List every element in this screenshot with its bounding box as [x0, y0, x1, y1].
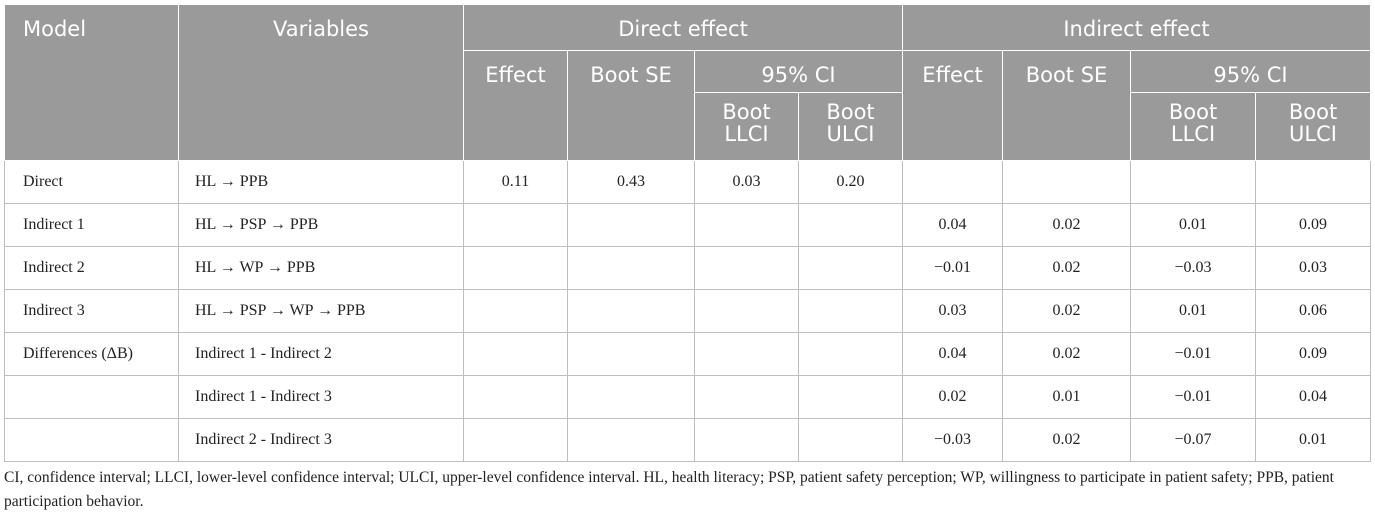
cell-model: Direct [4, 160, 179, 204]
mediation-results-table: Model Variables Direct effect Indirect e… [4, 4, 1372, 462]
table-body: Direct HL → PPB 0.11 0.43 0.03 0.20 Indi… [4, 160, 1372, 462]
header-indirect-boot-ulci: Boot ULCI [1255, 92, 1372, 161]
cell-direct-effect [463, 203, 568, 247]
header-indirect-effect: Indirect effect [902, 4, 1372, 51]
cell-indirect-boot-ulci: 0.09 [1255, 203, 1372, 247]
cell-direct-effect [463, 332, 568, 376]
cell-indirect-boot-se: 0.02 [1002, 246, 1132, 290]
table-row: Indirect 1 HL → PSP → PPB 0.04 0.02 0.01… [4, 203, 1372, 247]
cell-variables: HL → WP → PPB [178, 246, 464, 290]
cell-variables: Indirect 1 - Indirect 3 [178, 375, 464, 419]
cell-direct-boot-se [567, 203, 695, 247]
cell-direct-boot-se: 0.43 [567, 160, 695, 204]
header-direct-effect-value: Effect [463, 50, 568, 161]
header-direct-boot-ulci: Boot ULCI [797, 92, 904, 161]
cell-direct-boot-ulci [797, 246, 904, 290]
header-direct-boot-llci: Boot LLCI [694, 92, 799, 161]
cell-direct-boot-llci: 0.03 [694, 160, 799, 204]
cell-indirect-boot-se: 0.02 [1002, 289, 1132, 333]
cell-model: Indirect 2 [4, 246, 179, 290]
header-direct-boot-se: Boot SE [567, 50, 695, 161]
cell-variables: HL → PPB [178, 160, 464, 204]
cell-indirect-boot-llci: 0.01 [1130, 289, 1257, 333]
table-row: Indirect 2 - Indirect 3 −0.03 0.02 −0.07… [4, 418, 1372, 462]
cell-direct-effect [463, 246, 568, 290]
table-container: Model Variables Direct effect Indirect e… [4, 4, 1372, 514]
header-indirect-boot-llci: Boot LLCI [1130, 92, 1257, 161]
cell-model [4, 375, 179, 419]
cell-indirect-boot-llci: −0.07 [1130, 418, 1257, 462]
cell-model [4, 418, 179, 462]
cell-model: Differences (ΔB) [4, 332, 179, 376]
cell-indirect-boot-llci: 0.01 [1130, 203, 1257, 247]
cell-direct-boot-ulci: 0.20 [797, 160, 904, 204]
cell-indirect-boot-ulci: 0.01 [1255, 418, 1372, 462]
table-row: Indirect 2 HL → WP → PPB −0.01 0.02 −0.0… [4, 246, 1372, 290]
cell-indirect-effect: 0.03 [902, 289, 1004, 333]
cell-indirect-effect: 0.02 [902, 375, 1004, 419]
header-direct-ci: 95% CI [693, 50, 904, 93]
cell-direct-effect [463, 418, 568, 462]
table-row: Direct HL → PPB 0.11 0.43 0.03 0.20 [4, 160, 1372, 204]
cell-indirect-boot-ulci: 0.03 [1255, 246, 1372, 290]
cell-indirect-boot-llci: −0.03 [1130, 246, 1257, 290]
cell-direct-boot-llci [694, 418, 799, 462]
cell-indirect-boot-se: 0.02 [1002, 418, 1132, 462]
cell-direct-boot-llci [694, 332, 799, 376]
cell-model: Indirect 3 [4, 289, 179, 333]
cell-direct-boot-llci [694, 246, 799, 290]
cell-direct-boot-se [567, 289, 695, 333]
cell-variables: HL → PSP → PPB [178, 203, 464, 247]
cell-indirect-effect: −0.03 [902, 418, 1004, 462]
table-row: Indirect 3 HL → PSP → WP → PPB 0.03 0.02… [4, 289, 1372, 333]
cell-direct-effect: 0.11 [463, 160, 568, 204]
cell-direct-boot-ulci [797, 418, 904, 462]
table-row: Indirect 1 - Indirect 3 0.02 0.01 −0.01 … [4, 375, 1372, 419]
cell-indirect-boot-ulci: 0.04 [1255, 375, 1372, 419]
cell-indirect-effect [902, 160, 1004, 204]
cell-indirect-effect: 0.04 [902, 332, 1004, 376]
cell-variables: HL → PSP → WP → PPB [178, 289, 464, 333]
table-header: Model Variables Direct effect Indirect e… [4, 4, 1372, 161]
cell-indirect-boot-ulci [1255, 160, 1372, 204]
cell-direct-boot-llci [694, 203, 799, 247]
header-indirect-effect-value: Effect [902, 50, 1004, 161]
cell-indirect-boot-se: 0.01 [1002, 375, 1132, 419]
cell-indirect-boot-ulci: 0.06 [1255, 289, 1372, 333]
cell-direct-boot-ulci [797, 289, 904, 333]
cell-indirect-boot-ulci: 0.09 [1255, 332, 1372, 376]
header-model: Model [4, 4, 179, 161]
cell-indirect-boot-llci: −0.01 [1130, 332, 1257, 376]
cell-indirect-boot-se: 0.02 [1002, 203, 1132, 247]
cell-direct-effect [463, 289, 568, 333]
cell-indirect-boot-llci [1130, 160, 1257, 204]
cell-direct-boot-se [567, 246, 695, 290]
cell-model: Indirect 1 [4, 203, 179, 247]
cell-direct-boot-llci [694, 375, 799, 419]
cell-indirect-boot-se: 0.02 [1002, 332, 1132, 376]
cell-direct-boot-llci [694, 289, 799, 333]
cell-indirect-effect: 0.04 [902, 203, 1004, 247]
header-indirect-ci: 95% CI [1130, 50, 1372, 93]
cell-indirect-boot-se [1002, 160, 1132, 204]
cell-indirect-boot-llci: −0.01 [1130, 375, 1257, 419]
cell-indirect-effect: −0.01 [902, 246, 1004, 290]
cell-direct-effect [463, 375, 568, 419]
cell-direct-boot-ulci [797, 375, 904, 419]
cell-direct-boot-ulci [797, 203, 904, 247]
cell-variables: Indirect 2 - Indirect 3 [178, 418, 464, 462]
cell-variables: Indirect 1 - Indirect 2 [178, 332, 464, 376]
cell-direct-boot-se [567, 418, 695, 462]
cell-direct-boot-se [567, 375, 695, 419]
cell-direct-boot-se [567, 332, 695, 376]
table-footnote: CI, confidence interval; LLCI, lower-lev… [4, 469, 1334, 510]
header-direct-effect: Direct effect [462, 4, 904, 51]
table-row: Differences (ΔB) Indirect 1 - Indirect 2… [4, 332, 1372, 376]
header-variables: Variables [178, 4, 464, 161]
cell-direct-boot-ulci [797, 332, 904, 376]
header-indirect-boot-se: Boot SE [1002, 50, 1132, 161]
